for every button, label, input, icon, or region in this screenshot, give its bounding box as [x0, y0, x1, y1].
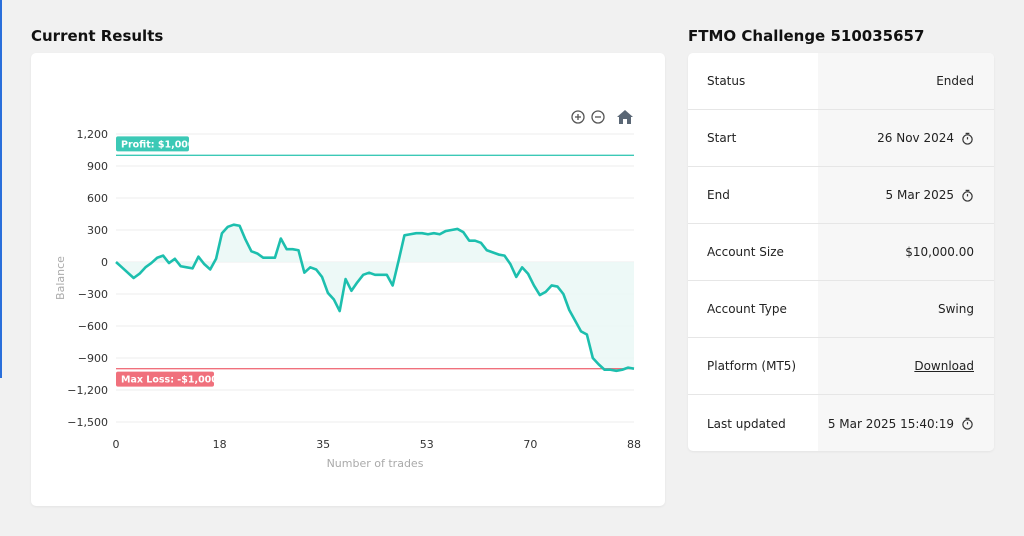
last-updated-value: 5 Mar 2025 15:40:19 [827, 416, 954, 431]
info-row-account-size: Account Size $10,000.00 [688, 224, 994, 281]
balance-chart-card: Profit: $1,000 Max Loss: -$1,000 1,200 900… [31, 53, 665, 506]
balance-chart[interactable]: Profit: $1,000 Max Loss: -$1,000 1,200 900… [31, 53, 665, 506]
balance-line [115, 223, 635, 373]
x-tick-label: 0 [113, 438, 120, 451]
x-tick-label: 88 [627, 438, 641, 451]
y-tick-label: 600 [87, 192, 108, 205]
info-row-status: Status Ended [688, 53, 994, 110]
status-value: Ended [936, 74, 974, 88]
area-fill [116, 224, 634, 371]
stopwatch-icon [962, 132, 973, 145]
y-tick-label: 1,200 [77, 128, 109, 141]
reference-lines: Profit: $1,000 Max Loss: -$1,000 [116, 136, 634, 387]
results-title: Current Results [31, 27, 164, 45]
info-row-end: End 5 Mar 2025 [688, 167, 994, 224]
x-tick-label: 53 [420, 438, 434, 451]
max-loss-label: Max Loss: -$1,000 [116, 371, 218, 387]
account-type-value: Swing [938, 302, 974, 316]
y-tick-label: 0 [101, 256, 108, 269]
zoom-in-icon[interactable] [571, 110, 585, 124]
left-edge-accent [0, 0, 2, 378]
info-label: Account Type [707, 302, 787, 316]
home-icon[interactable] [617, 110, 633, 124]
axis-ticks: 1,200 900 600 300 0 −300 −600 −900 −1,200 −1,500 0… [67, 128, 641, 451]
account-size-value: $10,000.00 [905, 245, 974, 259]
y-tick-label: −900 [78, 352, 108, 365]
info-value: $10,000.00 [818, 224, 994, 280]
y-tick-label: 300 [87, 224, 108, 237]
y-axis-title: Balance [54, 256, 67, 300]
chart-area-fill [116, 224, 634, 371]
info-row-start: Start 26 Nov 2024 [688, 110, 994, 167]
start-value: 26 Nov 2024 [877, 131, 954, 145]
download-link[interactable]: Download [914, 359, 974, 373]
info-label: Platform (MT5) [707, 359, 797, 373]
info-label: Status [707, 74, 746, 88]
y-tick-label: −300 [78, 288, 108, 301]
info-value: Download [818, 338, 994, 394]
account-title: FTMO Challenge 510035657 [688, 27, 925, 45]
info-value: Swing [818, 281, 994, 337]
x-tick-label: 35 [316, 438, 330, 451]
end-value: 5 Mar 2025 [885, 188, 954, 202]
svg-text:Max Loss: -$1,000: Max Loss: -$1,000 [121, 375, 218, 386]
stopwatch-icon [962, 189, 973, 202]
x-tick-label: 70 [523, 438, 537, 451]
balance-series [115, 223, 635, 373]
zoom-out-icon[interactable] [591, 110, 605, 124]
info-label: Start [707, 131, 737, 145]
info-label: End [707, 188, 730, 202]
account-info-card: Status Ended Start 26 Nov 2024 End 5 Mar… [688, 53, 994, 451]
y-tick-label: −1,500 [67, 416, 108, 429]
y-tick-label: −1,200 [67, 384, 108, 397]
stopwatch-icon [962, 417, 973, 430]
info-value: 5 Mar 2025 15:40:19 [818, 395, 994, 451]
x-axis-title: Number of trades [327, 457, 424, 470]
info-value: 5 Mar 2025 [818, 167, 994, 223]
info-row-last-updated: Last updated 5 Mar 2025 15:40:19 [688, 395, 994, 451]
info-value: 26 Nov 2024 [818, 110, 994, 166]
profit-target-label: Profit: $1,000 [116, 136, 195, 152]
info-label: Last updated [707, 416, 786, 431]
y-tick-label: −600 [78, 320, 108, 333]
info-label: Account Size [707, 245, 784, 259]
x-tick-label: 18 [213, 438, 227, 451]
info-row-account-type: Account Type Swing [688, 281, 994, 338]
info-value: Ended [818, 53, 994, 109]
y-tick-label: 900 [87, 160, 108, 173]
svg-text:Profit: $1,000: Profit: $1,000 [121, 139, 195, 150]
info-row-platform: Platform (MT5) Download [688, 338, 994, 395]
